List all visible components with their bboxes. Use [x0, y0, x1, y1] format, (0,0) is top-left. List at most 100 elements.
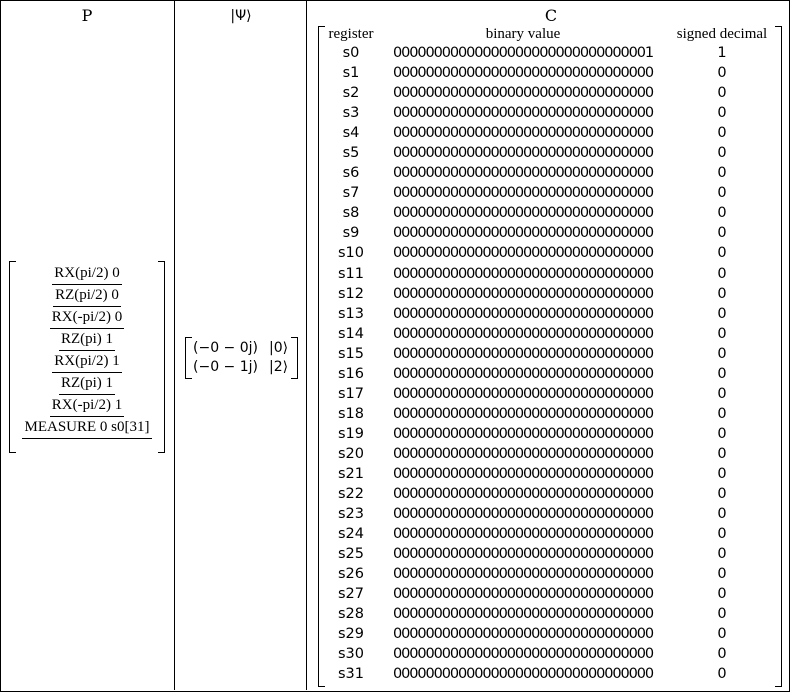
left-bracket	[318, 26, 325, 687]
decimal-cell: 1	[717, 45, 727, 62]
amplitude: (−0 − 1j)	[193, 359, 258, 375]
column-divider	[174, 0, 175, 690]
decimal-cell: 0	[717, 425, 727, 442]
register-cell: s19	[337, 425, 364, 442]
binary-cell: 00000000000000000000000000000000	[392, 165, 654, 182]
decimal-cell: 0	[717, 646, 727, 663]
table-row: s19 00000000000000000000000000000000 0	[324, 424, 776, 444]
column-header-decimal: signed decimal	[676, 26, 768, 42]
right-bracket	[775, 26, 782, 687]
decimal-cell: 0	[717, 445, 727, 462]
decimal-cell: 0	[717, 305, 727, 322]
decimal-cell: 0	[717, 125, 727, 142]
binary-cell: 00000000000000000000000000000000	[392, 245, 654, 262]
binary-cell: 00000000000000000000000000000000	[392, 546, 654, 563]
table-row: s26 00000000000000000000000000000000 0	[324, 564, 776, 584]
decimal-cell: 0	[717, 225, 727, 242]
register-cell: s9	[342, 225, 360, 242]
wavefunction-matrix: (−0 − 0j) |0⟩ (−0 − 1j) |2⟩	[185, 337, 298, 379]
register-cell: s21	[337, 466, 364, 482]
binary-cell: 00000000000000000000000000000000	[392, 526, 654, 543]
register-cell: s17	[337, 385, 364, 402]
program-instruction: RX(-pi/2) 1	[49, 395, 125, 417]
register-cell: s28	[337, 606, 364, 623]
classical-memory-matrix: register binary value signed decimal s0 0…	[318, 26, 782, 687]
table-row: s17 00000000000000000000000000000000 0	[324, 384, 776, 404]
column-divider	[306, 0, 307, 690]
decimal-cell: 0	[717, 466, 727, 482]
binary-cell: 00000000000000000000000000000000	[392, 145, 654, 162]
binary-cell: 00000000000000000000000000000000	[392, 265, 654, 282]
amplitude: (−0 − 0j)	[193, 340, 258, 356]
binary-cell: 00000000000000000000000000000000	[392, 566, 654, 583]
register-cell: s27	[337, 586, 364, 603]
right-bracket	[158, 261, 165, 453]
program-instruction: RZ(pi/2) 0	[53, 285, 121, 307]
classical-header: C	[544, 6, 558, 25]
decimal-cell: 0	[717, 85, 727, 102]
table-row: s0 00000000000000000000000000000001 1	[324, 43, 776, 63]
wavefunction-row: (−0 − 0j) |0⟩	[193, 339, 292, 358]
binary-cell: 00000000000000000000000000000000	[392, 225, 654, 242]
table-row: s25 00000000000000000000000000000000 0	[324, 544, 776, 564]
register-cell: s12	[337, 285, 364, 302]
binary-cell: 00000000000000000000000000000000	[392, 65, 654, 82]
table-row: s30 00000000000000000000000000000000 0	[324, 644, 776, 664]
register-cell: s1	[342, 65, 360, 82]
table-row: s16 00000000000000000000000000000000 0	[324, 364, 776, 384]
decimal-cell: 0	[717, 365, 727, 382]
program-instruction: RX(-pi/2) 0	[49, 307, 125, 329]
decimal-cell: 0	[717, 265, 727, 282]
binary-cell: 00000000000000000000000000000000	[392, 586, 654, 603]
decimal-cell: 0	[717, 145, 727, 162]
program-instruction: RX(pi/2) 1	[52, 351, 122, 373]
decimal-cell: 0	[717, 486, 727, 503]
decimal-cell: 0	[717, 506, 727, 523]
column-header-register: register	[328, 26, 374, 42]
register-cell: s15	[337, 345, 364, 362]
decimal-cell: 0	[717, 205, 727, 222]
classical-memory-table: register binary value signed decimal s0 0…	[324, 26, 776, 685]
register-cell: s29	[337, 626, 364, 643]
register-cell: s14	[337, 325, 364, 342]
decimal-cell: 0	[717, 105, 727, 122]
register-cell: s31	[337, 666, 364, 683]
binary-cell: 00000000000000000000000000000000	[392, 666, 654, 683]
binary-cell: 00000000000000000000000000000000	[392, 305, 654, 322]
decimal-cell: 0	[717, 566, 727, 583]
decimal-cell: 0	[717, 185, 727, 202]
table-row: s31 00000000000000000000000000000000 0	[324, 664, 776, 684]
binary-cell: 00000000000000000000000000000000	[392, 285, 654, 302]
program-instruction: MEASURE 0 s0[31]	[22, 417, 152, 439]
table-row: s28 00000000000000000000000000000000 0	[324, 604, 776, 624]
left-bracket	[185, 337, 192, 379]
column-header-binary: binary value	[485, 26, 561, 42]
binary-cell: 00000000000000000000000000000000	[392, 606, 654, 623]
table-row: s23 00000000000000000000000000000000 0	[324, 504, 776, 524]
program-instruction: RZ(pi) 1	[58, 329, 116, 351]
decimal-cell: 0	[717, 586, 727, 603]
register-cell: s0	[342, 45, 360, 62]
table-row: s7 00000000000000000000000000000000 0	[324, 183, 776, 203]
binary-cell: 00000000000000000000000000000000	[392, 365, 654, 382]
decimal-cell: 0	[717, 526, 727, 543]
table-row: s29 00000000000000000000000000000000 0	[324, 624, 776, 644]
register-cell: s26	[337, 566, 364, 583]
left-bracket	[9, 261, 16, 453]
binary-cell: 00000000000000000000000000000000	[392, 205, 654, 222]
register-cell: s3	[342, 105, 360, 122]
wavefunction-list: (−0 − 0j) |0⟩ (−0 − 1j) |2⟩	[193, 339, 292, 377]
binary-cell: 00000000000000000000000000000000	[392, 385, 654, 402]
binary-cell: 00000000000000000000000000000000	[392, 125, 654, 142]
binary-cell: 00000000000000000000000000000000	[392, 466, 654, 482]
decimal-cell: 0	[717, 65, 727, 82]
table-row: s4 00000000000000000000000000000000 0	[324, 123, 776, 143]
program-header: P	[81, 6, 93, 25]
program-instruction: RZ(pi) 1	[58, 373, 116, 395]
table-row: s10 00000000000000000000000000000000 0	[324, 243, 776, 263]
state-header: |Ψ⟩	[230, 8, 252, 24]
register-cell: s11	[337, 265, 364, 282]
basis-ket: |0⟩	[269, 340, 289, 356]
table-row: s18 00000000000000000000000000000000 0	[324, 404, 776, 424]
